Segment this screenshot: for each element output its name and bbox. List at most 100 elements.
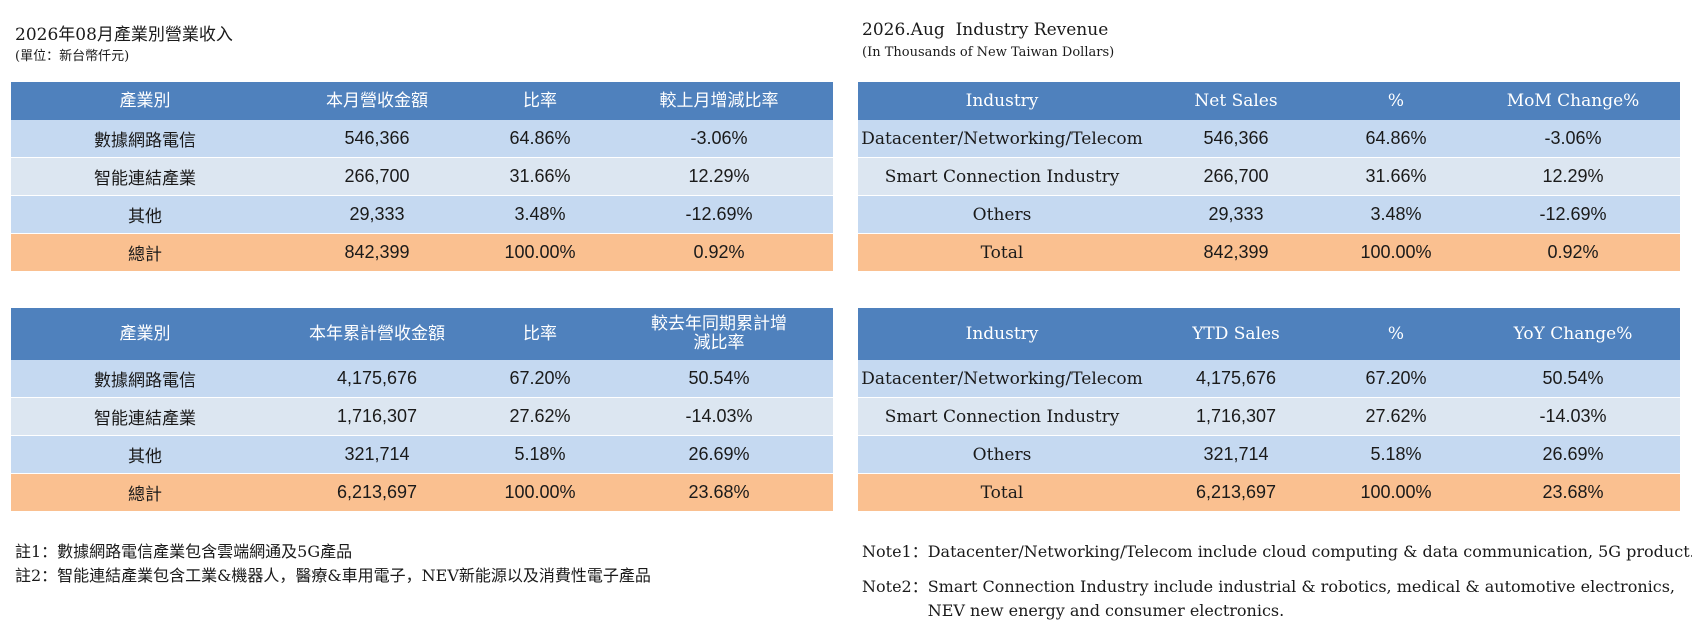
- cell-change: 26.69%: [1466, 435, 1680, 474]
- en-note-2-label: Note2：: [862, 577, 928, 596]
- cell-ytd-sales: 321,714: [279, 435, 475, 474]
- en-note-1: Note1： Datacenter/Networking/Telecom inc…: [862, 540, 1692, 564]
- cell-ratio: 67.20%: [475, 360, 605, 398]
- table-total-row: 總計 6,213,697 100.00% 23.68%: [11, 473, 833, 512]
- table-row: 智能連結產業 1,716,307 27.62% -14.03%: [11, 397, 833, 436]
- cell-ytd-sales: 4,175,676: [279, 360, 475, 398]
- table-row: Datacenter/Networking/Telecom 4,175,676 …: [858, 360, 1680, 398]
- table-header-row: 產業別 本年累計營收金額 比率 較去年同期累計增減比率: [11, 308, 833, 360]
- table-header-row: Industry Net Sales % MoM Change%: [858, 82, 1680, 120]
- zh-note-2: 註2：智能連結產業包含工業&機器人，醫療&車用電子，NEV新能源以及消費性電子產…: [15, 566, 651, 585]
- cell-net-sales: 546,366: [279, 120, 475, 158]
- cell-total-label: Total: [858, 473, 1146, 512]
- cell-ytd-sales: 321,714: [1146, 435, 1326, 474]
- cell-total-percent: 100.00%: [1326, 473, 1466, 512]
- cell-industry: Smart Connection Industry: [858, 157, 1146, 196]
- col-header-ratio: 比率: [475, 308, 605, 360]
- table-total-row: Total 842,399 100.00% 0.92%: [858, 233, 1680, 272]
- cell-industry: 數據網路電信: [11, 120, 279, 158]
- cell-total-label: 總計: [11, 473, 279, 512]
- cell-total-ytd-sales: 6,213,697: [1146, 473, 1326, 512]
- en-note-2-line-2: NEV new energy and consumer electronics.: [927, 601, 1285, 620]
- cell-net-sales: 266,700: [279, 157, 475, 196]
- col-header-mom-change: MoM Change%: [1466, 82, 1680, 120]
- cell-percent: 27.62%: [1326, 397, 1466, 436]
- cell-net-sales: 29,333: [1146, 195, 1326, 234]
- table-row: 其他 29,333 3.48% -12.69%: [11, 195, 833, 234]
- en-note-2: Note2： Smart Connection Industry include…: [862, 575, 1692, 623]
- cell-industry: Others: [858, 195, 1146, 234]
- cell-total-ytd-sales: 6,213,697: [279, 473, 475, 512]
- cell-total-net-sales: 842,399: [1146, 233, 1326, 272]
- cell-percent: 67.20%: [1326, 360, 1466, 398]
- en-note-2-text: Smart Connection Industry include indust…: [928, 575, 1675, 623]
- col-header-net-sales: Net Sales: [1146, 82, 1326, 120]
- cell-ratio: 5.18%: [475, 435, 605, 474]
- zh-unit-note: (單位：新台幣仟元): [15, 49, 130, 64]
- table-total-row: 總計 842,399 100.00% 0.92%: [11, 233, 833, 272]
- cell-total-change: 23.68%: [1466, 473, 1680, 512]
- cell-change: -3.06%: [1466, 120, 1680, 158]
- en-notes: Note1： Datacenter/Networking/Telecom inc…: [862, 540, 1692, 623]
- cell-change: -12.69%: [1466, 195, 1680, 234]
- cell-change: 50.54%: [1466, 360, 1680, 398]
- zh-notes: 註1：數據網路電信產業包含雲端網通及5G產品 註2：智能連結產業包含工業&機器人…: [15, 540, 651, 588]
- col-header-yoy-change: YoY Change%: [1466, 308, 1680, 360]
- col-header-mom-change: 較上月增減比率: [605, 82, 833, 120]
- cell-total-label: 總計: [11, 233, 279, 272]
- en-ytd-table: Industry YTD Sales % YoY Change% Datacen…: [858, 308, 1680, 512]
- table-row: Datacenter/Networking/Telecom 546,366 64…: [858, 120, 1680, 158]
- cell-industry: Datacenter/Networking/Telecom: [858, 120, 1146, 158]
- col-header-industry: Industry: [858, 82, 1146, 120]
- zh-ytd-table: 產業別 本年累計營收金額 比率 較去年同期累計增減比率 數據網路電信 4,175…: [11, 308, 833, 512]
- cell-change: -12.69%: [605, 195, 833, 234]
- table-row: Smart Connection Industry 1,716,307 27.6…: [858, 397, 1680, 436]
- cell-percent: 3.48%: [1326, 195, 1466, 234]
- en-unit-note: (In Thousands of New Taiwan Dollars): [862, 45, 1115, 60]
- col-header-ytd-sales: 本年累計營收金額: [279, 308, 475, 360]
- cell-total-change: 23.68%: [605, 473, 833, 512]
- table-header-row: 產業別 本月營收金額 比率 較上月增減比率: [11, 82, 833, 120]
- cell-ratio: 31.66%: [475, 157, 605, 196]
- cell-industry: 其他: [11, 195, 279, 234]
- col-header-percent: %: [1326, 82, 1466, 120]
- zh-report-title: 2026年08月產業別營業收入: [15, 25, 233, 45]
- en-note-2-line-1: Smart Connection Industry include indust…: [927, 577, 1676, 596]
- cell-ratio: 64.86%: [475, 120, 605, 158]
- cell-ytd-sales: 1,716,307: [1146, 397, 1326, 436]
- en-monthly-table: Industry Net Sales % MoM Change% Datacen…: [858, 82, 1680, 272]
- col-header-ytd-sales: YTD Sales: [1146, 308, 1326, 360]
- cell-change: -14.03%: [1466, 397, 1680, 436]
- col-header-yoy-change-label: 較去年同期累計增減比率: [651, 314, 787, 353]
- col-header-industry: 產業別: [11, 82, 279, 120]
- table-row: 數據網路電信 4,175,676 67.20% 50.54%: [11, 360, 833, 398]
- zh-monthly-table: 產業別 本月營收金額 比率 較上月增減比率 數據網路電信 546,366 64.…: [11, 82, 833, 272]
- cell-industry: 智能連結產業: [11, 397, 279, 436]
- cell-change: 26.69%: [605, 435, 833, 474]
- col-header-yoy-change: 較去年同期累計增減比率: [605, 308, 833, 360]
- cell-industry: Datacenter/Networking/Telecom: [858, 360, 1146, 398]
- cell-net-sales: 546,366: [1146, 120, 1326, 158]
- table-row: Others 321,714 5.18% 26.69%: [858, 435, 1680, 474]
- col-header-ratio: 比率: [475, 82, 605, 120]
- cell-change: 50.54%: [605, 360, 833, 398]
- cell-change: 12.29%: [1466, 157, 1680, 196]
- en-report-title: 2026.Aug Industry Revenue: [862, 20, 1109, 40]
- cell-total-percent: 100.00%: [1326, 233, 1466, 272]
- cell-total-ratio: 100.00%: [475, 473, 605, 512]
- cell-net-sales: 29,333: [279, 195, 475, 234]
- table-row: 智能連結產業 266,700 31.66% 12.29%: [11, 157, 833, 196]
- cell-ytd-sales: 1,716,307: [279, 397, 475, 436]
- cell-net-sales: 266,700: [1146, 157, 1326, 196]
- cell-change: -14.03%: [605, 397, 833, 436]
- cell-percent: 64.86%: [1326, 120, 1466, 158]
- col-header-industry: 產業別: [11, 308, 279, 360]
- en-note-1-text: Datacenter/Networking/Telecom include cl…: [927, 542, 1692, 561]
- en-note-1-label: Note1：: [862, 542, 928, 561]
- cell-total-net-sales: 842,399: [279, 233, 475, 272]
- cell-industry: 數據網路電信: [11, 360, 279, 398]
- table-row: 其他 321,714 5.18% 26.69%: [11, 435, 833, 474]
- cell-ratio: 3.48%: [475, 195, 605, 234]
- cell-percent: 31.66%: [1326, 157, 1466, 196]
- cell-change: 12.29%: [605, 157, 833, 196]
